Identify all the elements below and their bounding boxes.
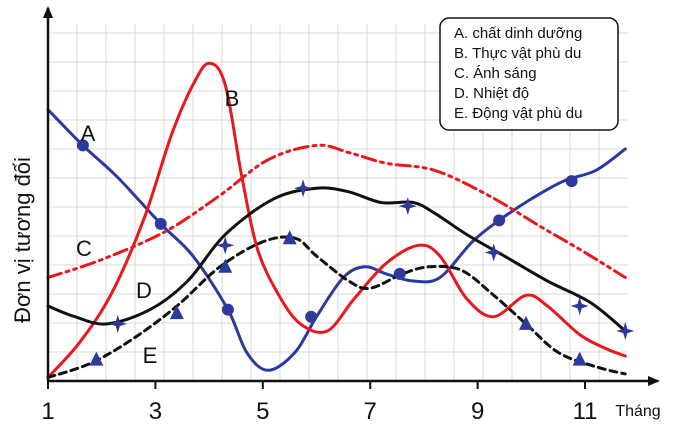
- series-A-marker: [221, 303, 234, 316]
- series-D-marker: [108, 314, 127, 333]
- series-line-C: [46, 143, 627, 279]
- series-D-marker: [570, 297, 589, 315]
- series-layer: [46, 61, 627, 379]
- legend-item: B. Thực vật phù du: [454, 45, 581, 62]
- series-label-E: E: [143, 343, 158, 368]
- series-D-marker: [294, 179, 313, 198]
- series-A-marker: [565, 175, 578, 188]
- series-D-marker: [616, 322, 635, 340]
- x-tick-label: 9: [471, 398, 484, 425]
- x-tick-label: 5: [256, 398, 269, 425]
- y-axis-label: Đơn vị tương đối: [10, 157, 35, 323]
- series-label-C: C: [76, 236, 92, 261]
- series-E-marker: [89, 351, 104, 366]
- series-label-A: A: [81, 121, 96, 146]
- series-A-marker: [76, 139, 89, 152]
- x-tick-label: 7: [364, 398, 377, 425]
- series-D-marker: [216, 236, 235, 255]
- series-line-B: [46, 61, 627, 379]
- series-labels: A B C D E: [76, 86, 239, 368]
- series-label-D: D: [136, 278, 152, 303]
- series-A-marker: [393, 267, 406, 280]
- x-tick-label: 1: [41, 398, 54, 425]
- legend-box: [439, 17, 619, 131]
- legend-item: D. Nhiệt độ: [454, 85, 529, 102]
- x-axis-label: Tháng: [615, 403, 660, 420]
- series-D-marker: [484, 243, 503, 262]
- series-A-marker: [154, 217, 167, 230]
- legend: A. chất dinh dưỡng B. Thực vật phù du C. Á…: [439, 17, 619, 131]
- series-E-marker: [169, 305, 184, 320]
- legend-item: A. chất dinh dưỡng: [454, 25, 582, 42]
- x-tick-label: 3: [149, 398, 162, 425]
- legend-item: E. Động vật phù du: [454, 105, 582, 122]
- series-label-B: B: [225, 86, 240, 111]
- series-D-marker: [398, 197, 417, 216]
- series-A-marker: [493, 214, 506, 227]
- series-line-D: [46, 186, 627, 333]
- x-tick-label: 11: [573, 398, 598, 425]
- legend-item: C. Ánh sáng: [454, 65, 537, 82]
- series-E-marker: [518, 315, 533, 330]
- marker-layer: [76, 139, 635, 366]
- series-E-marker: [572, 351, 587, 366]
- x-tick-labels: 1 3 5 7 9 11: [41, 398, 597, 425]
- series-A-marker: [305, 310, 318, 323]
- series-E-marker: [218, 258, 233, 273]
- axes: [43, 6, 660, 389]
- series-E-marker: [282, 230, 297, 245]
